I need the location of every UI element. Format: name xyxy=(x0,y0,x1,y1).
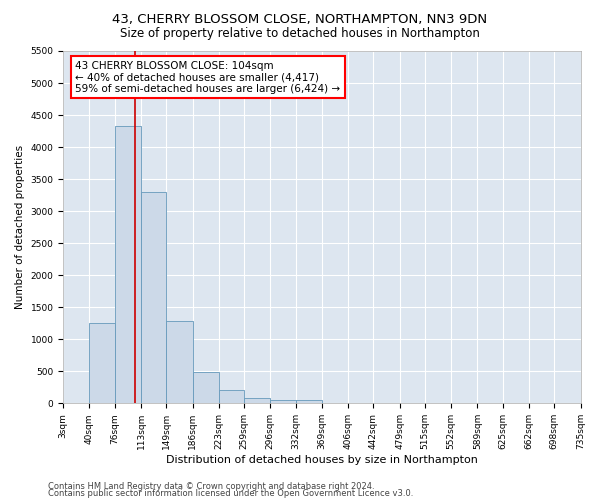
Bar xyxy=(193,372,219,404)
Bar xyxy=(296,400,322,404)
Bar xyxy=(271,400,296,404)
Text: Contains HM Land Registry data © Crown copyright and database right 2024.: Contains HM Land Registry data © Crown c… xyxy=(48,482,374,491)
Text: Contains public sector information licensed under the Open Government Licence v3: Contains public sector information licen… xyxy=(48,489,413,498)
Bar xyxy=(166,322,193,404)
Bar xyxy=(89,322,115,404)
Bar xyxy=(244,398,271,404)
Text: Size of property relative to detached houses in Northampton: Size of property relative to detached ho… xyxy=(120,28,480,40)
Text: 43 CHERRY BLOSSOM CLOSE: 104sqm
← 40% of detached houses are smaller (4,417)
59%: 43 CHERRY BLOSSOM CLOSE: 104sqm ← 40% of… xyxy=(75,60,340,94)
X-axis label: Distribution of detached houses by size in Northampton: Distribution of detached houses by size … xyxy=(166,455,478,465)
Bar xyxy=(115,126,141,404)
Bar xyxy=(219,390,244,404)
Bar xyxy=(141,192,166,404)
Text: 43, CHERRY BLOSSOM CLOSE, NORTHAMPTON, NN3 9DN: 43, CHERRY BLOSSOM CLOSE, NORTHAMPTON, N… xyxy=(112,12,488,26)
Y-axis label: Number of detached properties: Number of detached properties xyxy=(15,145,25,309)
